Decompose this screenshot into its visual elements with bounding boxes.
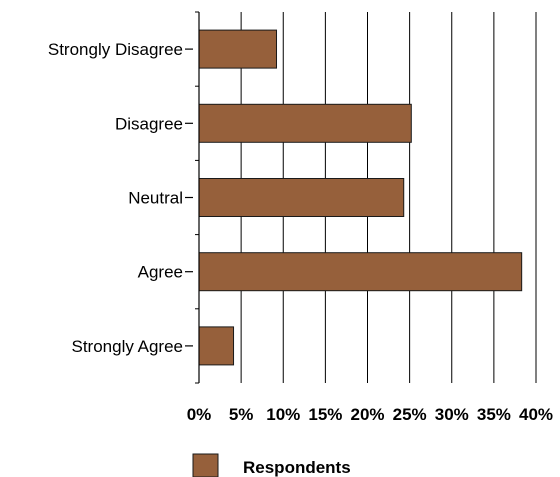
x-tick-label: 15% (308, 405, 342, 424)
category-label: Agree (138, 263, 183, 282)
x-tick-label: 5% (229, 405, 254, 424)
bar (198, 252, 523, 292)
x-tick-labels: 0% 5% 10% 15% 20% 25% 30% 35% 40% (187, 405, 553, 424)
legend-label-respondents: Respondents (243, 458, 351, 477)
legend: Respondents (192, 453, 351, 477)
legend-swatch-respondents (192, 453, 219, 477)
bars (198, 29, 523, 366)
bar (198, 29, 278, 69)
x-tick-label: 20% (350, 405, 384, 424)
category-label: Strongly Disagree (48, 40, 183, 59)
bar (198, 178, 405, 217)
x-tick-label: 35% (477, 405, 511, 424)
category-labels: Strongly Disagree Disagree Neutral Agree Str… (48, 40, 193, 356)
x-tick-label: 10% (266, 405, 300, 424)
bar (198, 326, 235, 366)
category-label: Neutral (128, 189, 183, 208)
x-tick-label: 0% (187, 405, 212, 424)
category-label: Strongly Agree (71, 337, 183, 356)
x-tick-label: 25% (393, 405, 427, 424)
category-label: Disagree (115, 114, 183, 133)
y-axis (195, 11, 200, 384)
x-tick-label: 30% (435, 405, 469, 424)
x-tick-label: 40% (519, 405, 553, 424)
bar (198, 103, 412, 143)
